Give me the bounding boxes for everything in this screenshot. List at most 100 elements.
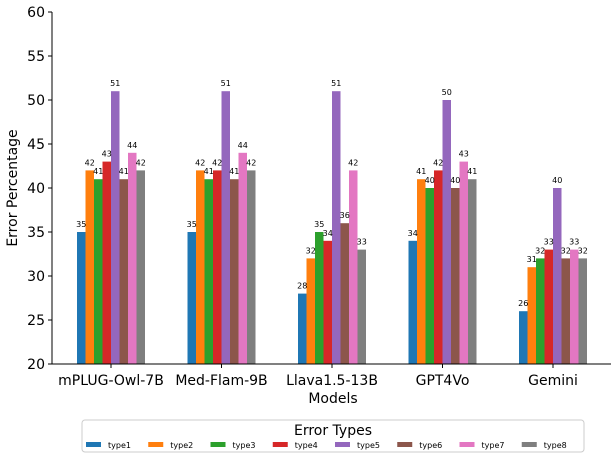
data-label-type8: 32 [578, 246, 588, 255]
y-tick-label: 55 [27, 49, 45, 65]
bar-type3 [94, 179, 103, 364]
legend-label-type6: type6 [419, 441, 442, 450]
y-tick-label: 35 [27, 225, 45, 241]
data-label-type5: 51 [110, 79, 120, 88]
bar-type5 [111, 91, 120, 364]
x-tick-label: Med-Flam-9B [175, 373, 267, 389]
bar-type6 [561, 258, 570, 364]
y-tick-label: 25 [27, 313, 45, 329]
legend-label-type3: type3 [233, 441, 256, 450]
data-label-type3: 41 [204, 167, 214, 176]
bar-type6 [451, 188, 460, 364]
x-tick-label: mPLUG-Owl-7B [58, 373, 164, 389]
y-axis-label: Error Percentage [5, 129, 21, 246]
bar-type2 [417, 179, 426, 364]
bar-type7 [459, 161, 468, 364]
bar-type4 [213, 170, 222, 364]
data-label-type1: 28 [297, 282, 307, 291]
y-tick-label: 50 [27, 93, 45, 109]
bar-type6 [230, 179, 239, 364]
data-label-type6: 32 [561, 246, 571, 255]
data-label-type3: 35 [314, 220, 324, 229]
data-label-type7: 44 [238, 141, 248, 150]
data-label-type1: 26 [518, 299, 528, 308]
legend-label-type2: type2 [170, 441, 193, 450]
data-label-type6: 36 [340, 211, 350, 220]
bar-type4 [544, 249, 553, 364]
y-tick-label: 30 [27, 269, 45, 285]
y-axis-ticks: 20 25 30 35 40 45 50 55 60 [27, 5, 52, 373]
y-tick-label: 20 [27, 357, 45, 373]
legend-swatch-type3 [210, 442, 226, 447]
bar-type5 [221, 91, 230, 364]
legend-swatch-type1 [86, 442, 101, 447]
x-tick-label: GPT4Vo [416, 373, 470, 389]
data-label-type3: 40 [425, 176, 435, 185]
legend-swatch-type2 [148, 442, 164, 447]
bar-type5 [332, 91, 341, 364]
x-axis-ticks: mPLUG-Owl-7B Med-Flam-9B Llava1.5-13B GPT4V… [58, 364, 578, 389]
bar-type7 [570, 249, 579, 364]
data-label-type3: 32 [535, 246, 545, 255]
x-axis-label: Models [308, 391, 357, 407]
legend-label-type1: type1 [108, 441, 131, 450]
legend-swatch-type6 [397, 442, 413, 447]
data-label-type2: 32 [306, 246, 316, 255]
data-label-type6: 41 [229, 167, 239, 176]
legend-label-type5: type5 [357, 441, 380, 450]
data-label-type6: 40 [450, 176, 460, 185]
data-label-type5: 51 [331, 79, 341, 88]
data-label-type2: 31 [527, 255, 537, 264]
legend-swatch-type5 [335, 442, 350, 447]
data-label-type7: 43 [459, 150, 469, 159]
data-label-type1: 35 [187, 220, 197, 229]
bar-type5 [553, 188, 562, 364]
bar-type1 [298, 293, 307, 364]
bar-type1 [187, 232, 196, 364]
legend: Error Types type1 type2 type3 type4 type5 typ… [81, 419, 585, 453]
y-tick-label: 40 [27, 181, 45, 197]
data-label-type8: 42 [246, 158, 256, 167]
data-label-type4: 42 [212, 158, 222, 167]
data-labels-group: 35 35 28 34 26 42 42 32 41 31 41 41 35 40 32 43 42 34 42 33… [76, 79, 588, 308]
bar-type7 [349, 170, 358, 364]
legend-title: Error Types [294, 423, 372, 439]
legend-frame [81, 419, 585, 453]
plot-area: 35 35 28 34 26 42 42 32 41 31 41 41 35 40 32 43 42 34 42 33… [27, 5, 611, 389]
data-label-type1: 34 [408, 229, 418, 238]
data-label-type8: 42 [136, 158, 146, 167]
data-label-type5: 51 [221, 79, 231, 88]
bar-type1 [519, 311, 528, 364]
data-label-type6: 41 [119, 167, 129, 176]
legend-label-type8: type8 [544, 441, 567, 450]
bar-type2 [306, 258, 315, 364]
bar-type7 [238, 152, 247, 364]
y-tick-label: 45 [27, 137, 45, 153]
data-label-type7: 33 [569, 238, 579, 247]
data-label-type1: 35 [76, 220, 86, 229]
bar-type2 [196, 170, 205, 364]
data-label-type3: 41 [93, 167, 103, 176]
y-tick-label: 60 [27, 5, 45, 21]
bar-type1 [77, 232, 86, 364]
data-label-type4: 42 [433, 158, 443, 167]
legend-label-type7: type7 [482, 441, 505, 450]
data-label-type2: 42 [85, 158, 95, 167]
bar-type4 [102, 161, 111, 364]
data-label-type7: 42 [348, 158, 358, 167]
bar-type3 [425, 188, 434, 364]
legend-label-type4: type4 [295, 441, 318, 450]
bar-type3 [536, 258, 545, 364]
data-label-type4: 43 [102, 150, 112, 159]
bar-type1 [408, 240, 417, 364]
legend-swatch-type7 [459, 442, 475, 447]
data-label-type8: 33 [357, 238, 367, 247]
bar-type8 [357, 249, 366, 364]
bar-type3 [315, 232, 324, 364]
data-label-type7: 44 [127, 141, 137, 150]
bar-type4 [323, 240, 332, 364]
data-label-type5: 50 [442, 88, 452, 97]
legend-entries: type1 type2 type3 type4 type5 type6 type7 type8 [86, 441, 567, 450]
bar-type8 [136, 170, 145, 364]
bar-type7 [128, 152, 137, 364]
